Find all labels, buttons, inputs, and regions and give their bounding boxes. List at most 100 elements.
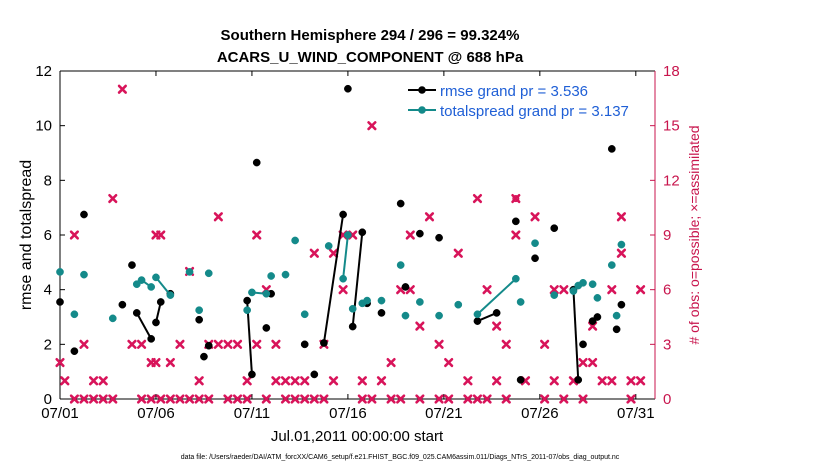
obs-assimilated-mark-stroke-b <box>175 339 185 349</box>
obs-assimilated-mark-stroke-b <box>463 376 473 386</box>
obs-assimilated-mark-stroke-b <box>636 285 646 295</box>
series-rmse-point <box>607 145 616 153</box>
series-spread-point <box>516 298 525 306</box>
obs-possible-mark-stroke-b <box>396 394 406 404</box>
series-spread-point <box>593 294 602 302</box>
series-spread-point <box>339 274 347 283</box>
obs-assimilated-mark-stroke-b <box>271 339 281 349</box>
obs-possible-mark <box>396 394 406 404</box>
obs-possible-mark-stroke-b <box>88 394 99 404</box>
obs-possible-mark <box>588 357 598 368</box>
series-rmse-point <box>204 341 213 350</box>
obs-possible-mark-stroke-b <box>146 394 156 404</box>
obs-possible-mark-stroke-b <box>357 394 367 404</box>
obs-possible-mark-stroke-b <box>578 394 588 404</box>
obs-assimilated-mark <box>597 376 607 386</box>
series-spread-point <box>473 310 482 319</box>
obs-possible-mark-stroke-b <box>338 285 348 295</box>
series-spread-point <box>262 289 271 298</box>
obs-assimilated-mark-stroke-b <box>55 357 65 368</box>
obs-possible-mark-stroke-b <box>79 394 89 404</box>
obs-possible-mark <box>290 394 300 404</box>
series-rmse-point <box>358 228 367 237</box>
series-spread-segment <box>476 277 517 316</box>
series-rmse-point <box>339 210 347 219</box>
obs-possible-mark-stroke-b <box>223 394 233 404</box>
obs-assimilated-mark <box>616 212 627 222</box>
obs-assimilated-mark <box>60 376 70 386</box>
series-spread-point <box>588 280 597 289</box>
obs-assimilated-mark <box>290 376 300 386</box>
y2-axis-label: # of obs: o=possible; ×=assimilated <box>686 125 702 344</box>
obs-possible-mark-stroke-b <box>588 357 598 368</box>
series-spread-point <box>531 239 539 248</box>
obs-possible-mark <box>146 394 156 404</box>
series-rmse-point <box>195 315 204 324</box>
legend-spread-marker <box>418 106 426 114</box>
data-file-footnote: data file: /Users/raeder/DAI/ATM_forcXX/… <box>181 454 620 461</box>
obs-assimilated-mark-stroke-b <box>194 376 204 386</box>
obs-assimilated-mark-stroke-b <box>280 376 291 386</box>
obs-possible-mark <box>213 339 223 349</box>
obs-possible-mark-stroke-b <box>405 285 415 295</box>
obs-assimilated-mark-stroke-b <box>386 357 396 368</box>
series-rmse-point <box>56 298 64 306</box>
obs-assimilated-mark-stroke-b <box>252 339 262 349</box>
obs-assimilated-mark <box>530 212 540 222</box>
obs-possible-mark <box>540 394 550 404</box>
obs-assimilated-mark-stroke-b <box>300 376 310 386</box>
series-rmse-point <box>156 298 165 306</box>
obs-assimilated-mark <box>444 357 454 368</box>
series-spread-point <box>324 242 333 250</box>
obs-possible-mark <box>69 394 79 404</box>
series-rmse-point <box>262 324 271 332</box>
series-spread <box>56 231 626 323</box>
obs-assimilated-mark-stroke-b <box>616 212 627 222</box>
legend-rmse-label: rmse grand pr = 3.536 <box>440 83 588 100</box>
obs-possible-mark <box>280 394 291 404</box>
series-spread-point <box>363 296 371 305</box>
obs-assimilated-mark <box>626 376 636 386</box>
y2-tick-label: 15 <box>663 118 680 135</box>
obs-assimilated-mark <box>223 339 233 349</box>
series-spread-point <box>291 236 299 245</box>
series-rmse <box>56 84 626 384</box>
series-spread-point <box>166 291 175 299</box>
obs-assimilated-mark-stroke-b <box>626 376 636 386</box>
obs-assimilated-mark <box>405 230 415 240</box>
obs-assimilated-mark-stroke-b <box>232 339 243 349</box>
y-axis-label: rmse and totalspread <box>18 160 35 310</box>
series-spread-point <box>396 261 405 269</box>
obs-possible-mark-stroke-b <box>472 394 483 404</box>
y2-tick-label: 12 <box>663 172 680 189</box>
series-rmse-point <box>118 300 127 309</box>
obs-possible-mark <box>482 285 492 295</box>
obs-possible-mark-stroke-b <box>444 394 454 404</box>
series-rmse-segment <box>135 312 153 340</box>
obs-assimilated-mark-stroke-b <box>376 376 387 386</box>
series-spread-point <box>416 298 424 306</box>
obs-possible-mark-stroke-b <box>463 394 473 404</box>
series-rmse-point <box>435 233 443 242</box>
obs-assimilated-mark-stroke-b <box>434 339 444 349</box>
obs-assimilated-mark-stroke-b <box>578 357 588 368</box>
obs-assimilated-mark <box>328 248 339 258</box>
obs-assimilated-mark-stroke-b <box>520 376 531 386</box>
obs-assimilated-mark-stroke-b <box>482 394 492 404</box>
obs-assimilated-mark <box>472 193 483 204</box>
series-rmse-point <box>550 224 559 233</box>
obs-possible-mark <box>98 394 108 404</box>
series-rmse-point <box>252 158 261 167</box>
obs-possible-mark <box>156 394 166 404</box>
series-rmse-point <box>617 300 626 309</box>
obs-assimilated-mark-stroke-b <box>156 230 166 240</box>
obs-assimilated-mark-stroke-b <box>357 376 367 386</box>
obs-possible-mark-stroke-b <box>184 394 195 404</box>
x-tick-label: 07/01 <box>41 405 79 422</box>
x-axis-label: Jul.01,2011 00:00:00 start <box>271 428 444 445</box>
obs-possible-mark-stroke-b <box>626 394 636 404</box>
obs-assimilated-mark-stroke-b <box>309 248 319 258</box>
obs-possible-mark <box>444 394 454 404</box>
x-tick-label: 07/11 <box>234 405 270 422</box>
obs-assimilated-mark <box>151 357 161 368</box>
